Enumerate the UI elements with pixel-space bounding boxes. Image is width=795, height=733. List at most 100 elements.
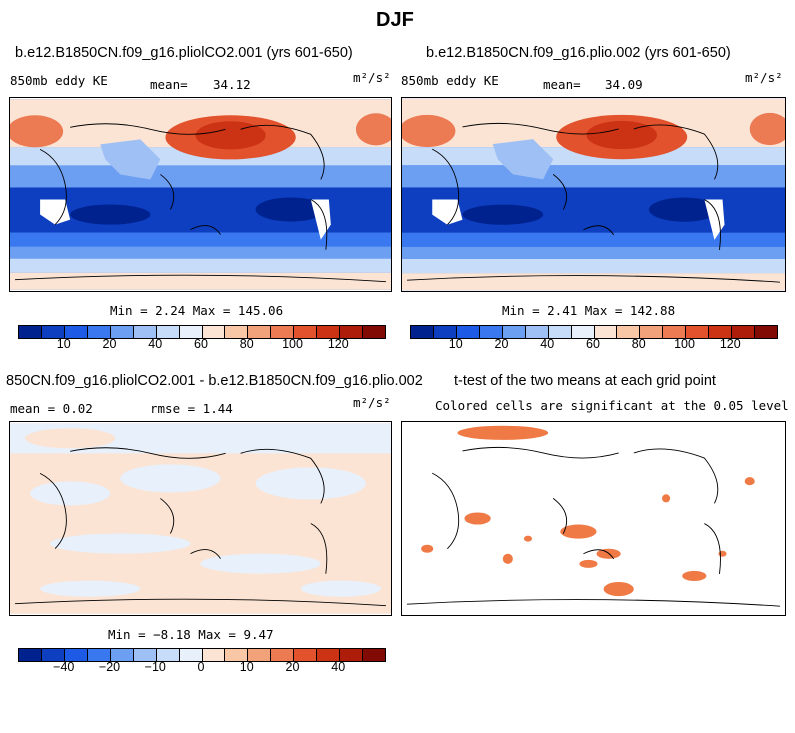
colorbar-diff-swatch: [317, 649, 341, 661]
colorbar-right-swatch: [456, 326, 480, 338]
colorbar-right-tick-label: 20: [494, 337, 509, 351]
colorbar-diff-tick-label: −40: [53, 660, 75, 674]
colorbar-diff-swatch: [110, 649, 134, 661]
colorbar-right-tick-label: 10: [448, 337, 463, 351]
colorbar-right: [410, 325, 778, 339]
colorbar-left-swatch: [271, 326, 295, 338]
colorbar-right-tick-label: 80: [631, 337, 646, 351]
panel3-rmse: rmse = 1.44: [150, 401, 233, 416]
panel3-mean: mean = 0.02: [10, 401, 93, 416]
colorbar-right-tick-label: 100: [674, 337, 695, 351]
significant-region: [464, 512, 491, 525]
colorbar-diff-tick-label: 0: [197, 660, 205, 674]
colorbar-right-tick-label: 120: [719, 337, 741, 351]
colorbar-diff-swatch: [202, 649, 226, 661]
colorbar-diff-tick-label: 40: [331, 660, 346, 674]
colorbar-diff-tick-label: 20: [285, 660, 300, 674]
colorbar-right-swatch: [433, 326, 457, 338]
colorbar-diff-swatch: [156, 649, 180, 661]
colorbar-diff-swatch: [41, 649, 65, 661]
panel1-min-max: Min = 2.24 Max = 145.06: [110, 303, 284, 318]
panel1-units: m²/s²: [353, 70, 391, 85]
colorbar-diff-tick-label: −20: [98, 660, 121, 674]
colorbar-diff-swatch: [340, 649, 364, 661]
panel4-field: [402, 422, 785, 615]
significant-region: [421, 544, 434, 553]
colorbar-diff: [18, 648, 386, 662]
colorbar-left-tick-label: 40: [148, 337, 163, 351]
significant-region: [457, 425, 549, 440]
panel1-mean-label: mean=: [150, 77, 188, 92]
panel2-title: b.e12.B1850CN.f09_g16.plio.002 (yrs 601-…: [426, 45, 731, 61]
panel2-mean-value: 34.09: [605, 77, 643, 92]
panel2-variable-label: 850mb eddy KE: [401, 73, 499, 88]
colorbar-diff-ticks: −40 −20 −10 0 10 20 40: [18, 660, 384, 676]
colorbar-diff-swatch: [64, 649, 88, 661]
colorbar-right-swatch: [640, 326, 664, 338]
panel2-map: [401, 97, 786, 292]
colorbar-right-ticks: 10 20 40 60 80 100 120: [410, 337, 776, 353]
colorbar-left: [18, 325, 386, 339]
colorbar-right-swatch: [594, 326, 618, 338]
colorbar-diff-swatch: [363, 649, 385, 661]
significant-region: [579, 559, 598, 568]
colorbar-right-swatch: [502, 326, 526, 338]
colorbar-left-tick-label: 10: [56, 337, 71, 351]
colorbar-right-swatch: [571, 326, 595, 338]
colorbar-right-swatch: [479, 326, 503, 338]
colorbar-left-swatch: [179, 326, 203, 338]
colorbar-left-ticks: 10 20 40 60 80 100 120: [18, 337, 384, 353]
panel4-map: [401, 421, 786, 616]
panel2-mean-label: mean=: [543, 77, 581, 92]
significant-region: [560, 524, 597, 539]
colorbar-right-swatch: [411, 326, 434, 338]
colorbar-diff-swatch: [19, 649, 42, 661]
colorbar-left-tick-label: 20: [102, 337, 117, 351]
colorbar-right-tick-label: 40: [540, 337, 555, 351]
panel3-map: [9, 421, 392, 616]
panel2-min-max: Min = 2.41 Max = 142.88: [502, 303, 676, 318]
colorbar-diff-tick-label: −10: [144, 660, 166, 674]
colorbar-diff-tick-label: 10: [239, 660, 254, 674]
panel3-units: m²/s²: [353, 395, 391, 410]
colorbar-diff-swatch: [271, 649, 295, 661]
colorbar-left-swatch: [202, 326, 226, 338]
colorbar-left-tick-label: 100: [282, 337, 303, 351]
colorbar-left-tick-label: 80: [239, 337, 254, 351]
significant-region: [502, 553, 513, 564]
panel4-subtitle: Colored cells are significant at the 0.0…: [435, 398, 789, 413]
significant-region: [744, 477, 755, 486]
colorbar-right-swatch: [755, 326, 777, 338]
colorbar-right-swatch: [709, 326, 733, 338]
significant-region: [682, 570, 707, 581]
colorbar-diff-swatch: [133, 649, 157, 661]
panel3-min-max: Min = −8.18 Max = 9.47: [108, 627, 274, 642]
panel1-mean-value: 34.12: [213, 77, 251, 92]
colorbar-left-swatch: [133, 326, 157, 338]
colorbar-diff-swatch: [294, 649, 318, 661]
colorbar-left-tick-label: 60: [194, 337, 208, 351]
panel1-title: b.e12.B1850CN.f09_g16.pliolCO2.001 (yrs …: [15, 45, 353, 61]
panel3-field: [10, 423, 391, 614]
colorbar-right-swatch: [548, 326, 572, 338]
colorbar-left-swatch: [317, 326, 341, 338]
colorbar-left-swatch: [156, 326, 180, 338]
colorbar-right-swatch: [617, 326, 641, 338]
colorbar-diff-swatch: [248, 649, 272, 661]
colorbar-left-swatch: [363, 326, 385, 338]
significant-region: [662, 494, 671, 503]
colorbar-right-swatch: [525, 326, 549, 338]
colorbar-diff-swatch: [87, 649, 111, 661]
colorbar-right-swatch: [732, 326, 756, 338]
colorbar-left-swatch: [41, 326, 65, 338]
colorbar-diff-swatch: [225, 649, 249, 661]
colorbar-left-swatch: [19, 326, 42, 338]
panel3-title: 850CN.f09_g16.pliolCO2.001 - b.e12.B1850…: [6, 373, 423, 389]
colorbar-right-tick-label: 60: [586, 337, 600, 351]
significant-region: [718, 550, 727, 557]
colorbar-left-swatch: [225, 326, 249, 338]
panel1-field: [10, 99, 391, 290]
panel2-units: m²/s²: [745, 70, 783, 85]
colorbar-left-swatch: [110, 326, 134, 338]
colorbar-left-swatch: [248, 326, 272, 338]
